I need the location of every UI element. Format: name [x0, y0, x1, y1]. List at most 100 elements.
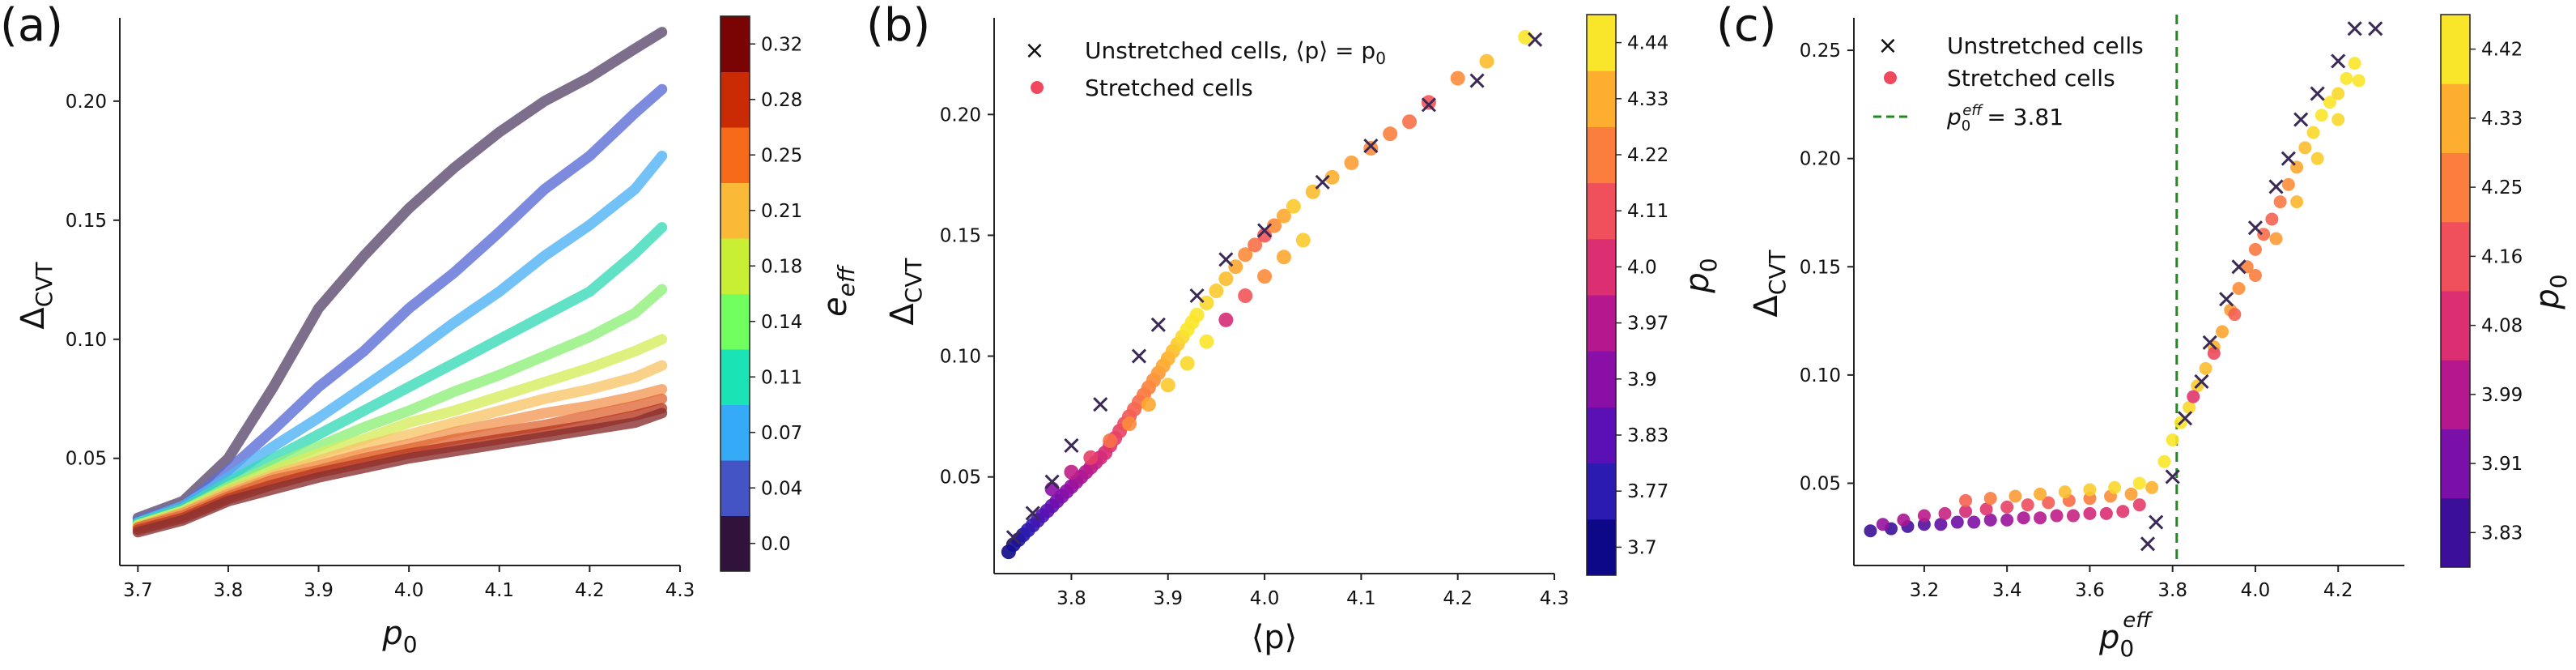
legend-c-threshold-label: p0eff = 3.81 [1946, 102, 2064, 134]
panel-a-colorbar-tick-label: 0.0 [761, 534, 791, 555]
panel-b-colorbar-tick-label: 3.77 [1627, 481, 1668, 502]
panel-c-colorbar-label: p0 [2529, 274, 2572, 309]
panel-b-stretched-point [1276, 208, 1291, 224]
panel-c-unstretched-stroke [2310, 86, 2325, 101]
panel-b-y-tick-label: 0.10 [940, 347, 981, 368]
panel-b-y-tick-label: 0.20 [940, 105, 981, 126]
panel-c-colorbar-frame [2440, 14, 2471, 568]
panel-c-stretched-point [2248, 268, 2262, 282]
panel-a-label: (a) [0, 0, 63, 52]
legend-unstretched-label: Unstretched cells, ⟨p⟩ = p0 [1085, 37, 1386, 68]
panel-c-stretched-point [2207, 347, 2221, 361]
panel-c-stretched-point [2265, 212, 2279, 226]
panel-b-x-tick-label: 3.8 [1056, 588, 1086, 609]
panel-a-y-tick-label: 0.15 [66, 211, 107, 232]
panel-c-unstretched-stroke [2165, 469, 2180, 484]
panel-a-colorbar-tick-label: 0.21 [761, 201, 802, 222]
panel-b-unstretched-stroke [1093, 397, 1108, 412]
panel-c-unstretched-stroke [2347, 21, 2362, 36]
panel-c-unstretched-point [2347, 21, 2362, 36]
panel-c-stretched-point [2166, 433, 2179, 447]
panel-c-stretched-point [2298, 141, 2312, 155]
panel-c-unstretched-stroke [2281, 151, 2296, 166]
panel-c-stretched-point [1959, 493, 1973, 507]
panel-c-stretched-point [2281, 177, 2295, 191]
panel-b-colorbar-segment [1587, 295, 1616, 352]
panel-c-unstretched-stroke [2231, 259, 2247, 275]
panel-c-unstretched-point [2177, 411, 2193, 426]
panel-b-stretched-point [1218, 271, 1234, 287]
panel-b-colorbar-segment [1587, 15, 1616, 71]
panel-c-colorbar-tick-label: 4.16 [2481, 246, 2523, 267]
panel-a-colorbar-segment [721, 460, 750, 516]
panel-c-stretched-point [2269, 232, 2283, 245]
panel-c-stretched-point [2273, 195, 2287, 209]
panel-c-stretched-point [2116, 505, 2130, 519]
panel-b-stretched-point [1064, 464, 1079, 480]
panel-a-colorbar-label: eeff [817, 264, 860, 317]
panel-a-x-tick-label: 3.9 [304, 580, 334, 601]
panel-a-series-line [132, 27, 668, 523]
panel-c-stretched-point [2050, 509, 2064, 523]
panel-c-colorbar-segment [2441, 221, 2470, 292]
panel-c-colorbar-segment [2441, 152, 2470, 223]
panel-b-x-tick-label: 4.3 [1540, 588, 1570, 609]
panel-b-unstretched-point [1131, 348, 1147, 364]
panel-c-colorbar-tick-label: 4.08 [2481, 316, 2523, 337]
panel-b-stretched-point [1295, 233, 1311, 248]
panel-b-x-tick-label: 4.0 [1250, 588, 1280, 609]
panel-b-stretched-point [1402, 114, 1418, 130]
panel-c-stretched-point [1959, 505, 1973, 519]
panel-a-colorbar-segment [721, 293, 750, 350]
panel-b-stretched-point [1199, 334, 1214, 349]
panel-b-stretched-point [1103, 433, 1118, 448]
panel-c-colorbar-segment [2441, 497, 2470, 568]
panel-c-colorbar-tick-label: 3.83 [2481, 523, 2523, 544]
panel-b-stretched-point [1180, 356, 1195, 371]
panel-b-stretched-point [1083, 450, 1099, 465]
panel-c-unstretched-point [2219, 292, 2234, 307]
panel-c-stretched-point [2009, 489, 2022, 503]
legend-stretched-label: Stretched cells [1085, 75, 1253, 101]
panel-c-stretched-point [2000, 500, 2014, 514]
panel-b-stretched-point [1479, 53, 1494, 69]
legend-stretched-marker [1031, 81, 1044, 94]
panel-b-unstretched-point [1025, 506, 1040, 521]
panel-b-unstretched-point [1469, 73, 1485, 88]
panel-a-colorbar-tick-label: 0.04 [761, 478, 802, 499]
panel-b-stretched-point [1141, 397, 1156, 412]
panel-b-stretched-point [1276, 250, 1291, 265]
panel-c-stretched-point [2348, 57, 2361, 70]
panel-c-x-tick-label: 3.2 [1910, 580, 1940, 601]
panel-c-colorbar-tick-label: 4.42 [2481, 40, 2523, 61]
panel-c-stretched-point [2340, 71, 2353, 85]
panel-b-unstretched-stroke [1064, 437, 1079, 453]
panel-c-x-label: p0eff [2098, 608, 2153, 662]
panel-b-colorbar-frame [1586, 14, 1617, 576]
panel-b-stretched-point [1518, 29, 1533, 45]
panel-c-colorbar-segment [2441, 360, 2470, 429]
panel-c-stretched-point [2248, 242, 2262, 256]
panel-b-stretched-point [1044, 481, 1060, 497]
panel-b-x-label: ⟨p⟩ [1252, 619, 1298, 656]
panel-a-x-tick-label: 3.8 [214, 580, 244, 601]
panel-b-colorbar-segment [1587, 182, 1616, 240]
panel-c-y-tick-label: 0.05 [1800, 473, 1841, 494]
panel-c-unstretched-point [2149, 514, 2164, 530]
panel-c-stretched-point [2199, 361, 2213, 375]
panel-c-stretched-point [1876, 518, 1889, 531]
panel-b-stretched-point [1160, 378, 1175, 393]
panel-b-colorbar-tick-label: 3.9 [1627, 369, 1657, 390]
panel-a-y-tick-label: 0.05 [66, 449, 107, 470]
panel-b-colorbar-tick-label: 4.0 [1627, 257, 1657, 278]
panel-c-x-tick-label: 3.8 [2157, 580, 2187, 601]
panel-b-unstretched-point [1189, 288, 1205, 304]
panel-b-unstretched-point [1218, 252, 1234, 267]
panel-c-unstretched-point [2331, 53, 2346, 69]
panel-c-x-tick-label: 4.2 [2323, 580, 2353, 601]
panel-a-colorbar-tick-label: 0.14 [761, 312, 802, 333]
panel-b-y-tick-label: 0.15 [940, 225, 981, 246]
panel-a-colorbar-tick-label: 0.07 [761, 423, 802, 444]
panel-c-unstretched-stroke [2140, 536, 2156, 552]
panel-c-unstretched-point [2202, 335, 2217, 350]
